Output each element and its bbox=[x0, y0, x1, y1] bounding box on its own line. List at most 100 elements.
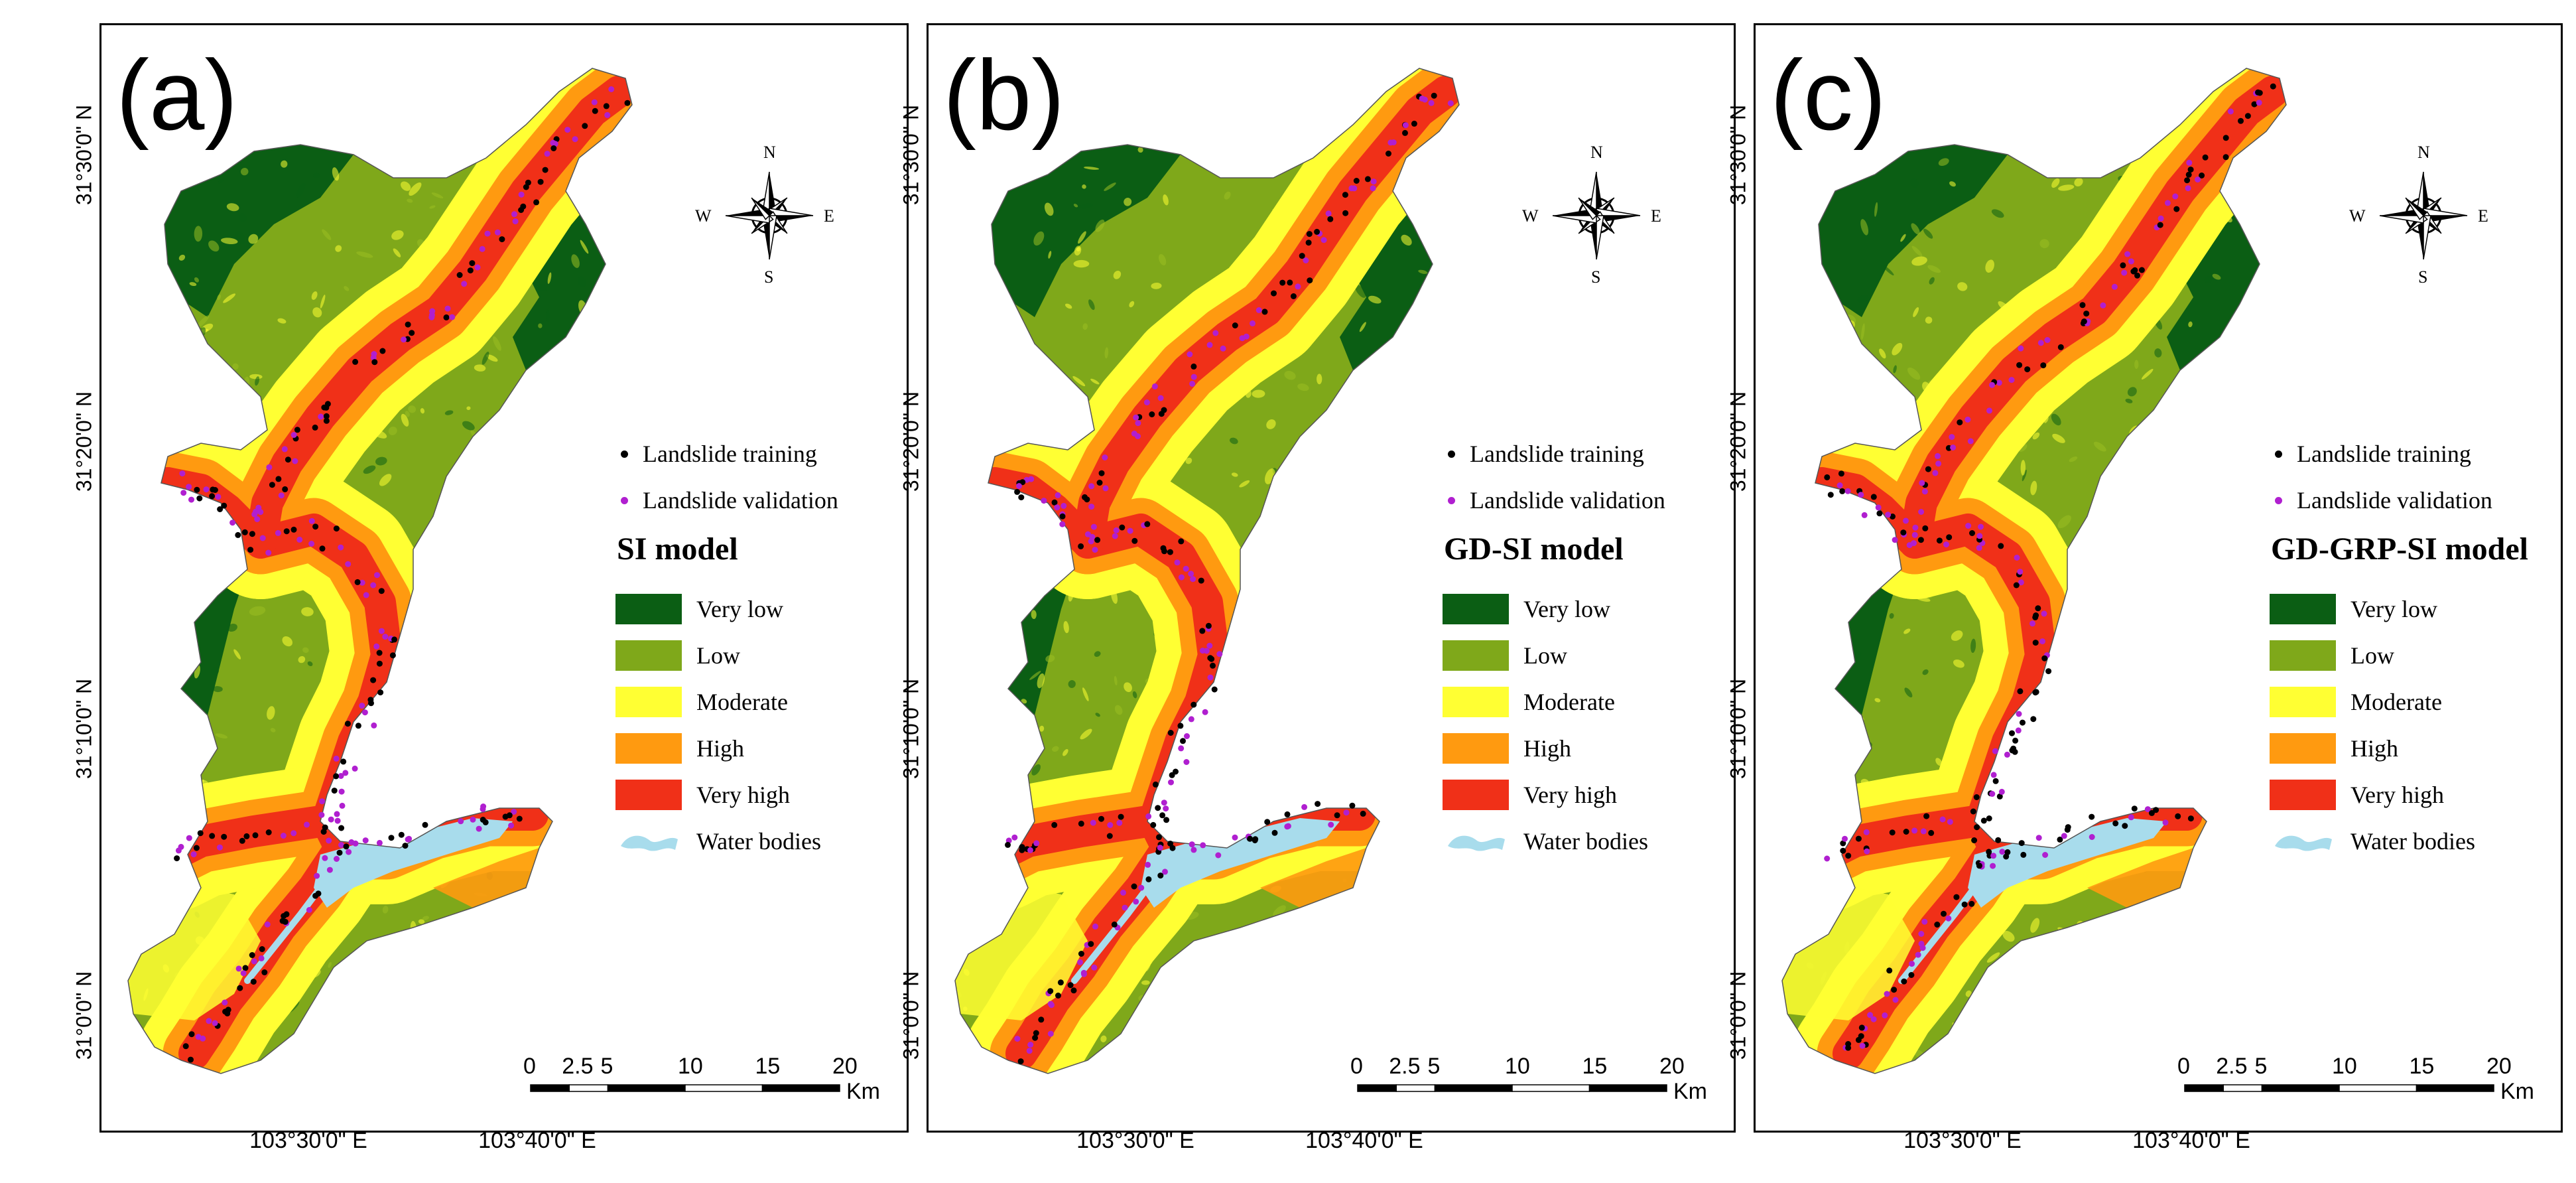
latitude-label: 31°20'0" N bbox=[72, 391, 96, 492]
landslide-validation-point bbox=[1836, 482, 1843, 488]
landslide-validation-point bbox=[1088, 504, 1095, 510]
landslide-validation-point bbox=[1447, 100, 1454, 107]
landslide-validation-point bbox=[346, 849, 352, 855]
landslide-training-point bbox=[1845, 1041, 1852, 1047]
landslide-validation-point bbox=[2121, 269, 2128, 276]
scale-tick-label: 0 bbox=[2177, 1054, 2190, 1079]
north-arrow-compass-icon bbox=[2379, 171, 2468, 260]
compass-east-label: E bbox=[2478, 206, 2488, 226]
landslide-training-point bbox=[265, 829, 272, 835]
landslide-validation-point bbox=[1243, 333, 1250, 340]
landslide-training-point bbox=[343, 843, 350, 850]
landslide-validation-point bbox=[508, 822, 515, 829]
landslide-validation-point bbox=[180, 490, 187, 496]
landslide-training-point bbox=[1180, 738, 1186, 744]
landslide-validation-point bbox=[1990, 863, 1996, 869]
latitude-label: 31°0'0" N bbox=[1726, 971, 1750, 1060]
landslide-training-point bbox=[1845, 853, 1852, 859]
water-bodies-icon bbox=[1448, 835, 1505, 851]
latitude-label: 31°10'0" N bbox=[899, 678, 923, 780]
landslide-training-point bbox=[2012, 737, 2019, 744]
landslide-validation-point bbox=[378, 628, 385, 634]
legend-point-row: Landslide validation bbox=[2263, 486, 2492, 514]
landslide-validation-point bbox=[1183, 759, 1190, 765]
validation-dot-icon bbox=[621, 496, 628, 504]
landslide-validation-point bbox=[480, 803, 487, 809]
landslide-training-point bbox=[222, 1009, 229, 1015]
landslide-training-point bbox=[1908, 972, 1915, 978]
landslide-validation-point bbox=[280, 833, 287, 839]
legend-label: High bbox=[696, 735, 744, 762]
landslide-training-point bbox=[243, 833, 250, 839]
landslide-validation-point bbox=[1116, 819, 1123, 826]
landslide-training-point bbox=[1163, 817, 1170, 823]
landslide-training-point bbox=[1855, 835, 1862, 842]
legend-class-row: Very low bbox=[2270, 594, 2437, 624]
landslide-training-point bbox=[1299, 253, 1305, 259]
landslide-training-point bbox=[1886, 967, 1893, 974]
landslide-validation-point bbox=[1059, 521, 1066, 527]
landslide-training-point bbox=[523, 184, 529, 190]
landslide-validation-point bbox=[2029, 620, 2035, 627]
landslide-training-point bbox=[2020, 851, 2027, 858]
landslide-validation-point bbox=[338, 788, 345, 795]
longitude-label: 103°30'0" E bbox=[249, 1128, 367, 1153]
landslide-training-point bbox=[1264, 819, 1271, 825]
landslide-validation-point bbox=[1206, 642, 1213, 649]
landslide-validation-point bbox=[2124, 251, 2131, 257]
landslide-validation-point bbox=[1133, 414, 1139, 421]
landslide-training-point bbox=[194, 486, 200, 493]
legend-swatch bbox=[2270, 640, 2336, 671]
landslide-validation-point bbox=[1295, 283, 1301, 290]
legend-label: Landslide validation bbox=[643, 487, 838, 514]
landslide-training-point bbox=[1070, 987, 1077, 994]
landslide-training-point bbox=[1307, 277, 1313, 284]
landslide-validation-point bbox=[591, 99, 598, 105]
longitude-label: 103°40'0" E bbox=[478, 1128, 596, 1153]
legend-label: Very high bbox=[696, 782, 790, 808]
landslide-training-point bbox=[312, 424, 318, 431]
landslide-training-point bbox=[241, 529, 248, 535]
landslide-validation-point bbox=[1858, 492, 1864, 498]
landslide-validation-point bbox=[511, 211, 517, 218]
legend-class-row: Moderate bbox=[615, 687, 788, 717]
landslide-training-point bbox=[1431, 92, 1437, 99]
landslide-validation-point bbox=[1120, 889, 1126, 896]
landslide-training-point bbox=[294, 427, 300, 433]
landslide-training-point bbox=[290, 526, 297, 533]
landslide-training-point bbox=[1078, 820, 1084, 827]
landslide-training-point bbox=[1019, 847, 1025, 853]
landslide-training-point bbox=[370, 677, 377, 683]
landslide-training-point bbox=[376, 650, 383, 656]
legend-label: Very high bbox=[2351, 782, 2444, 808]
landslide-training-point bbox=[2017, 688, 2024, 695]
landslide-training-point bbox=[1287, 279, 1293, 286]
landslide-training-point bbox=[221, 502, 227, 509]
landslide-validation-point bbox=[518, 191, 525, 198]
landslide-training-point bbox=[242, 965, 249, 971]
landslide-validation-point bbox=[1027, 847, 1033, 853]
latitude-label: 31°0'0" N bbox=[72, 971, 96, 1060]
landslide-training-point bbox=[1342, 192, 1348, 198]
landslide-training-point bbox=[217, 506, 224, 512]
legend-point-row: Landslide training bbox=[609, 440, 817, 468]
landslide-training-point bbox=[324, 401, 331, 407]
landslide-training-point bbox=[1923, 813, 1930, 819]
landslide-validation-point bbox=[1203, 648, 1210, 654]
landslide-validation-point bbox=[1909, 961, 1915, 967]
legend-label: Very low bbox=[1523, 596, 1610, 622]
water-body bbox=[1968, 818, 2167, 908]
landslide-validation-point bbox=[401, 336, 407, 343]
landslide-training-point bbox=[2010, 745, 2017, 752]
landslide-training-point bbox=[188, 1056, 194, 1063]
landslide-training-point bbox=[2134, 272, 2140, 279]
landslide-validation-point bbox=[1906, 542, 1913, 549]
scale-tick-label: 0 bbox=[1350, 1054, 1363, 1079]
landslide-validation-point bbox=[1189, 841, 1195, 848]
landslide-training-point bbox=[371, 359, 378, 366]
landslide-validation-point bbox=[266, 464, 273, 470]
landslide-training-point bbox=[518, 207, 525, 213]
landslide-validation-point bbox=[2037, 340, 2044, 346]
landslide-training-point bbox=[210, 486, 216, 493]
landslide-training-point bbox=[2004, 849, 2011, 855]
